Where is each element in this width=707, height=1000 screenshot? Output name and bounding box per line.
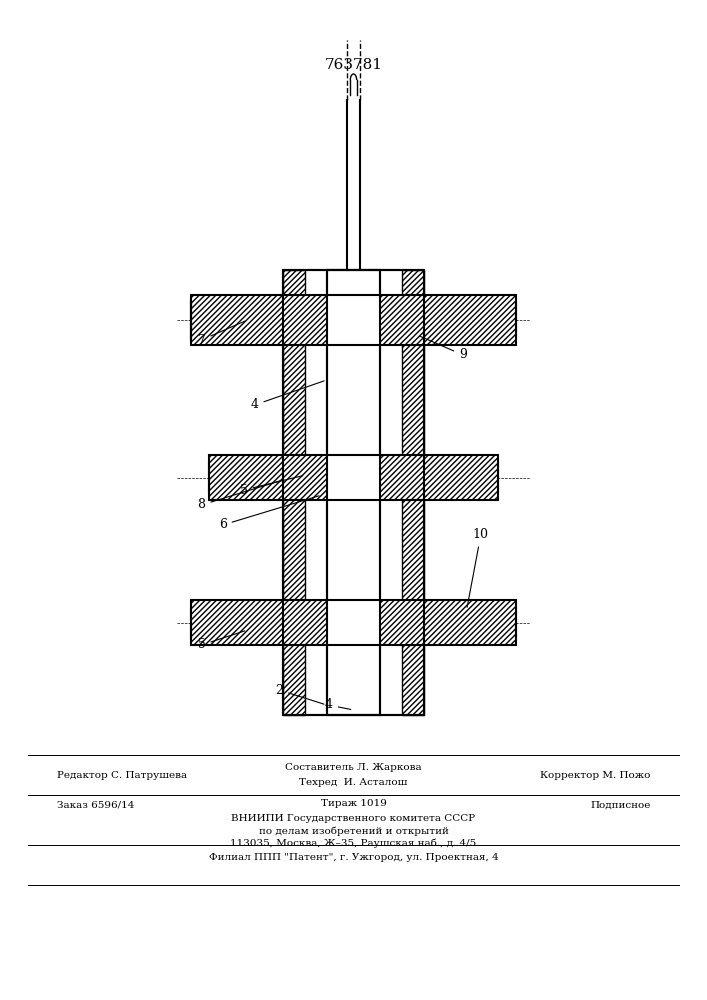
Bar <box>209 455 498 500</box>
Bar <box>191 600 283 645</box>
Bar <box>283 270 305 715</box>
Text: Составитель Л. Жаркова: Составитель Л. Жаркова <box>285 763 422 772</box>
Bar <box>380 295 424 345</box>
Text: ВНИИПИ Государственного комитета СССР: ВНИИПИ Государственного комитета СССР <box>231 814 476 823</box>
Bar <box>424 295 516 345</box>
Text: Подписное: Подписное <box>590 801 650 810</box>
Bar <box>283 600 327 645</box>
Text: 8: 8 <box>197 481 280 512</box>
Bar <box>283 295 327 345</box>
Text: 9: 9 <box>420 336 467 361</box>
Bar <box>424 600 516 645</box>
Text: 4: 4 <box>325 698 351 712</box>
Text: 763781: 763781 <box>325 58 382 72</box>
Bar <box>424 455 498 500</box>
Text: 10: 10 <box>467 528 489 607</box>
Text: 113035, Москва, Ж–35, Раушская наб., д. 4/5: 113035, Москва, Ж–35, Раушская наб., д. … <box>230 838 477 848</box>
Bar <box>283 270 424 715</box>
Text: Заказ 6596/14: Заказ 6596/14 <box>57 801 134 810</box>
Bar <box>402 270 424 715</box>
Bar <box>191 295 283 345</box>
Text: по делам изобретений и открытий: по делам изобретений и открытий <box>259 826 448 836</box>
Bar <box>283 455 327 500</box>
Text: 4: 4 <box>250 381 324 412</box>
Bar <box>209 455 283 500</box>
Text: 2: 2 <box>275 684 324 704</box>
Text: Филиал ППП "Патент", г. Ужгород, ул. Проектная, 4: Филиал ППП "Патент", г. Ужгород, ул. Про… <box>209 853 498 862</box>
Text: Редактор С. Патрушева: Редактор С. Патрушева <box>57 770 187 780</box>
Text: 6: 6 <box>218 496 319 532</box>
Bar <box>191 600 516 645</box>
Text: Корректор М. Пожо: Корректор М. Пожо <box>540 770 650 780</box>
Text: Тираж 1019: Тираж 1019 <box>320 799 387 808</box>
Text: Техред  И. Асталош: Техред И. Асталош <box>299 778 408 787</box>
Bar <box>380 455 424 500</box>
Bar <box>327 270 380 715</box>
Bar <box>283 270 424 715</box>
Bar <box>380 600 424 645</box>
Bar <box>327 270 380 715</box>
Text: 5: 5 <box>197 631 245 652</box>
Text: 7: 7 <box>197 321 245 347</box>
Text: 5: 5 <box>240 476 303 496</box>
Bar <box>191 295 516 345</box>
